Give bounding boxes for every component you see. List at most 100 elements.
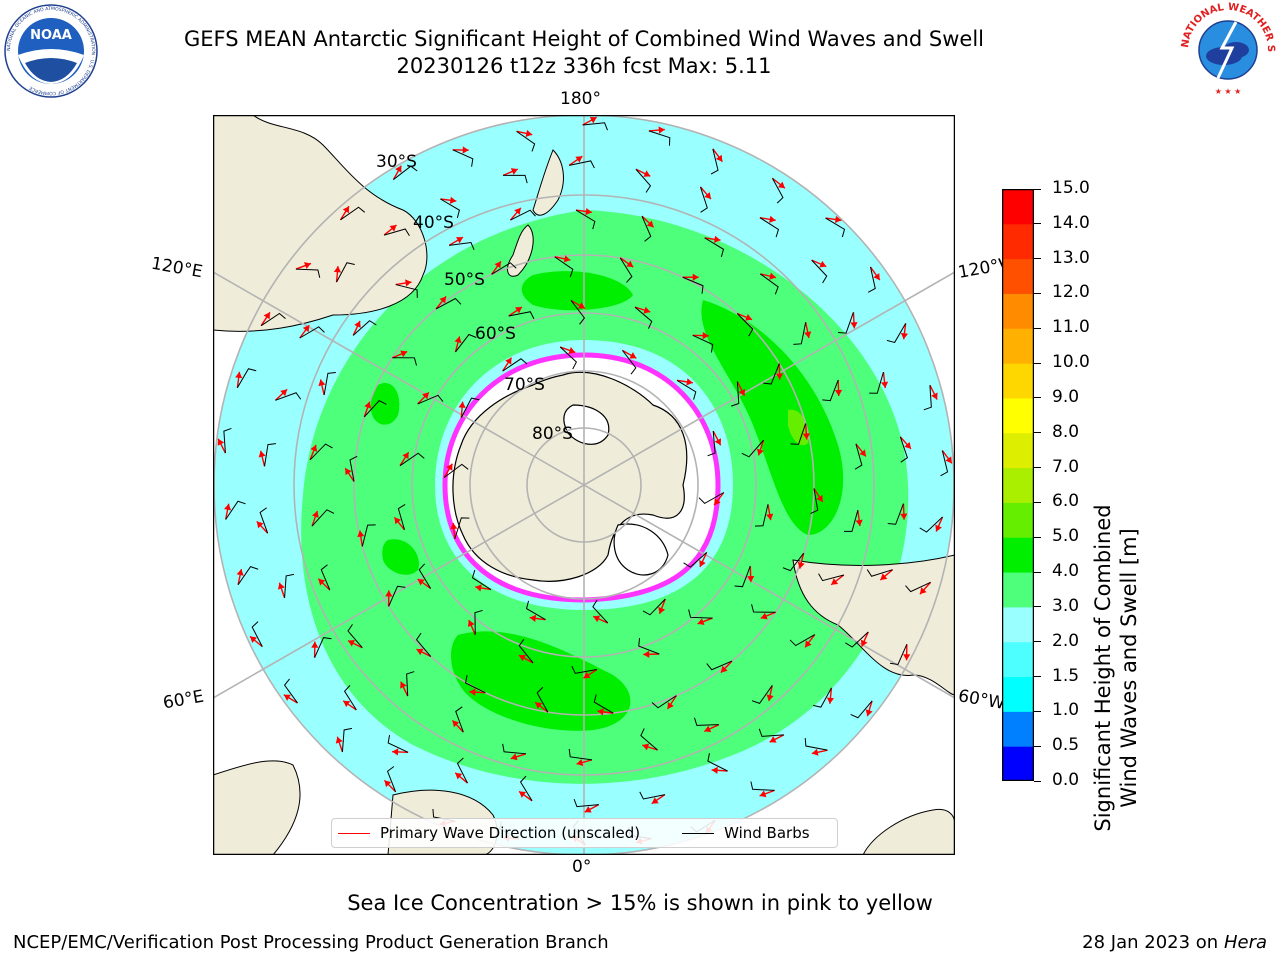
wave-arrow-head	[859, 449, 866, 457]
wind-barb	[812, 687, 832, 708]
wave-arrow-head	[720, 665, 728, 673]
wind-barb	[491, 262, 517, 275]
wave-arrow-head	[715, 154, 723, 162]
wave-arrow-head	[417, 579, 425, 586]
date-text: 28 Jan 2023 on	[1082, 932, 1224, 953]
wind-barb	[771, 178, 784, 204]
wind-barb	[283, 678, 298, 704]
colorbar-tick-label: 5.0	[1052, 526, 1080, 547]
wave-arrow-head	[364, 401, 372, 409]
wave-arrow-head	[831, 578, 839, 585]
wind-barb	[682, 276, 704, 294]
wave-arrow-head	[389, 225, 397, 232]
wave-band-4-5m-east	[701, 300, 844, 535]
wave-arrow-head	[651, 797, 659, 804]
wind-barb	[751, 685, 773, 704]
wind-barb	[793, 322, 807, 345]
wave-arrow-head	[646, 220, 654, 228]
wind-barb	[455, 333, 477, 353]
wave-arrow-head	[760, 612, 768, 620]
wave-arrow-head	[745, 313, 753, 321]
wave-arrow-head	[348, 640, 355, 647]
wave-arrow-head	[626, 260, 634, 268]
nws-logo: NATIONAL WEATHER SERVICE ★ ★ ★	[1174, 0, 1278, 100]
wind-barb	[734, 565, 751, 588]
wave-arrow-head	[236, 569, 244, 576]
wave-arrow-head	[494, 261, 501, 269]
colorbar-tick-mark	[1034, 432, 1041, 434]
wind-barb	[635, 168, 652, 193]
wave-arrow-head	[714, 235, 721, 243]
wave-arrow-head	[467, 620, 475, 627]
wave-arrow-head	[422, 392, 429, 400]
wave-arrow-head	[449, 196, 457, 204]
wave-arrow-head	[405, 279, 412, 287]
wave-arrow-head	[280, 389, 288, 397]
wind-barb	[754, 504, 769, 527]
wave-arrow-head	[335, 736, 343, 744]
wave-arrow-head	[458, 401, 466, 408]
wind-barb	[899, 436, 908, 463]
colorbar-tick-label: 3.0	[1052, 595, 1080, 616]
wind-barb	[260, 312, 286, 327]
wind-barb	[323, 372, 336, 396]
wave-arrow-head	[584, 806, 592, 813]
wind-barb	[341, 727, 353, 752]
wind-barb	[706, 660, 733, 671]
wind-barb	[309, 443, 333, 461]
wind-barb	[704, 237, 725, 258]
wave-arrow-head	[263, 312, 270, 320]
wave-arrow-head	[568, 347, 576, 354]
wind-barb	[275, 392, 302, 401]
wind-barb	[508, 311, 535, 320]
wind-barb	[867, 266, 876, 293]
wave-arrow-head	[769, 215, 776, 223]
wave-arrow-head	[283, 694, 291, 701]
wind-barb	[843, 510, 859, 532]
wave-arrow-head	[357, 530, 365, 538]
date-stamp: 28 Jan 2023 on Hera	[1082, 932, 1267, 953]
map-frame	[212, 114, 956, 856]
wind-barb	[866, 569, 893, 577]
lat-label-50s: 50°S	[444, 270, 485, 290]
wind-barb	[443, 463, 469, 478]
colorbar-segment	[1002, 328, 1034, 364]
colorbar-tick-label: 1.0	[1052, 700, 1080, 721]
wave-arrow-head	[805, 640, 812, 648]
wave-arrow-head	[342, 206, 350, 214]
wind-barb	[838, 312, 854, 334]
colorbar-segment	[1002, 363, 1034, 399]
forecast-info: 20230126 t12z 336h fcst Max: 5.11	[396, 54, 772, 78]
colorbar-tick-mark	[1034, 362, 1041, 364]
wind-barb	[456, 757, 468, 784]
colorbar-tick-mark	[1034, 641, 1041, 643]
wind-barb	[259, 507, 269, 534]
wind-barb	[363, 400, 387, 418]
colorbar-tick-label: 13.0	[1052, 247, 1090, 268]
wave-arrow-head	[446, 463, 453, 471]
wave-arrow-head	[904, 441, 911, 449]
wind-barb	[648, 130, 671, 146]
wind-barb	[349, 455, 358, 482]
wind-barb	[454, 517, 470, 540]
wind-barb	[751, 604, 776, 613]
colorbar	[1001, 188, 1035, 782]
wave-arrow-head	[384, 780, 392, 788]
colorbar-segment	[1002, 432, 1034, 469]
wave-arrow-head	[224, 503, 232, 511]
colorbar-tick-mark	[1034, 780, 1041, 782]
wind-barb	[634, 306, 653, 329]
colorbar-tick-label: 12.0	[1052, 282, 1090, 303]
wave-arrow-head	[302, 325, 310, 333]
colorbar-tick-label: 4.0	[1052, 561, 1080, 582]
wave-arrow-head	[400, 350, 408, 358]
wind-barbs	[223, 122, 949, 846]
colorbar-segment	[1002, 746, 1034, 782]
colorbar-tick-mark	[1034, 467, 1041, 469]
colorbar-tick-label: 7.0	[1052, 456, 1080, 477]
polar-stereographic-map	[212, 114, 956, 856]
wind-barb	[683, 552, 708, 568]
wave-arrow-head	[880, 381, 889, 389]
wave-arrow-head	[475, 584, 482, 592]
wave-arrow-head	[395, 165, 402, 173]
